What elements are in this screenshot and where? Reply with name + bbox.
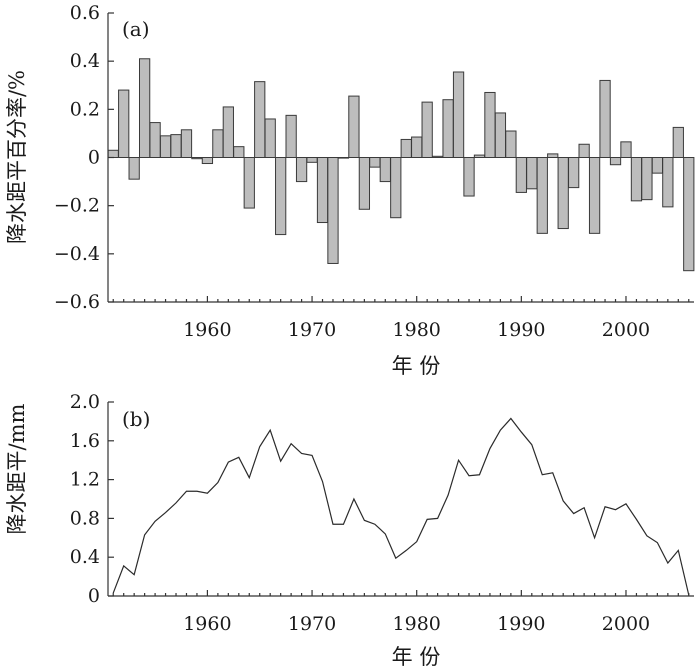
bar-1978 — [390, 157, 402, 219]
series-line — [112, 417, 690, 596]
bar-1992 — [536, 157, 548, 234]
bar-1954 — [139, 58, 151, 158]
bar-1989 — [505, 130, 517, 158]
y-axis-title: 降水距平/mm — [5, 403, 29, 534]
bar-1980 — [411, 136, 423, 158]
bar-2000 — [620, 141, 632, 159]
y-tick-label: 0.6 — [70, 2, 100, 24]
bar-1977 — [379, 157, 391, 183]
y-tick-label: 0 — [88, 147, 100, 169]
bar-1999 — [609, 157, 622, 166]
x-tick-label: 1970 — [288, 613, 336, 635]
bar-1991 — [526, 157, 538, 190]
y-tick-label: 0.8 — [70, 507, 100, 529]
bar-1963 — [233, 146, 245, 159]
bar-1974 — [348, 95, 360, 158]
x-tick-label: 2000 — [602, 613, 650, 635]
bar-2004 — [662, 157, 674, 208]
x-tick-label: 1990 — [497, 613, 545, 635]
bar-1985 — [463, 157, 475, 197]
bar-1962 — [222, 106, 234, 158]
panel-label: (b) — [122, 407, 150, 431]
bar-1967 — [275, 157, 287, 236]
y-tick-label: 0.4 — [70, 50, 100, 72]
bar-1994 — [557, 157, 569, 230]
bar-1966 — [264, 118, 276, 158]
bar-1964 — [243, 157, 255, 209]
x-tick-label: 1990 — [497, 319, 545, 341]
bar-1984 — [452, 71, 465, 158]
bar-1976 — [369, 157, 381, 168]
x-tick-label: 2000 — [602, 319, 650, 341]
bar-1965 — [254, 81, 266, 158]
y-tick-label: 0.4 — [70, 546, 100, 568]
y-tick-label: −0.4 — [54, 243, 100, 265]
bar-1968 — [285, 114, 297, 158]
bar-1971 — [316, 157, 329, 224]
bar-1959 — [191, 157, 203, 160]
y-axis-title: 降水距平百分率/% — [5, 70, 29, 244]
bar-1960 — [201, 157, 214, 165]
bar-1996 — [578, 143, 590, 158]
bar-1982 — [432, 155, 444, 159]
x-tick-label: 1980 — [393, 319, 441, 341]
bar-1998 — [599, 79, 611, 158]
bar-1987 — [484, 91, 496, 158]
bar-2001 — [630, 157, 643, 202]
bar-1981 — [421, 101, 433, 158]
bar-1997 — [588, 157, 601, 234]
bar-1957 — [170, 134, 182, 158]
y-tick-label: 2.0 — [70, 391, 100, 413]
bar-1953 — [128, 157, 140, 180]
bar-1973 — [337, 157, 350, 159]
bar-2005 — [672, 126, 684, 159]
panel-label: (a) — [122, 17, 150, 41]
bar-2003 — [651, 157, 664, 174]
bar-1951 — [107, 149, 119, 158]
bar-2006 — [683, 157, 695, 272]
panel-b: 0 0.4 0.8 1.2 1.6 2.0 1960 1970 1980 1990 2000 年 份 降… — [5, 391, 694, 669]
y-tick-label: 1.6 — [70, 430, 100, 452]
x-tick-label: 1980 — [393, 613, 441, 635]
bar-1986 — [473, 154, 486, 158]
bar-1956 — [159, 135, 172, 159]
bar-1979 — [400, 138, 412, 159]
bar-1993 — [547, 153, 559, 158]
y-tick-label: −0.2 — [54, 195, 100, 217]
x-tick-label: 1960 — [183, 319, 231, 341]
bar-1975 — [358, 157, 371, 210]
bar-1952 — [118, 89, 130, 158]
bar-1983 — [442, 99, 454, 158]
x-axis-title: 年 份 — [392, 354, 441, 378]
y-tick-label: −0.6 — [54, 291, 100, 313]
bar-1972 — [327, 157, 339, 264]
bar-1961 — [212, 129, 224, 159]
bar-1990 — [515, 157, 527, 193]
bar-1969 — [295, 157, 308, 183]
x-axis-title: 年 份 — [392, 645, 441, 669]
bar-1970 — [306, 157, 318, 163]
panel-a: −0.6 −0.4 −0.2 0 0.2 0.4 0.6 1960 1970 1980 1990 20… — [5, 2, 695, 378]
bar-1955 — [149, 122, 161, 158]
y-tick-label: 0.2 — [70, 98, 100, 120]
bar-1958 — [180, 129, 193, 159]
bar-2002 — [641, 157, 653, 201]
bar-1988 — [494, 112, 507, 158]
y-tick-label: 0 — [88, 585, 100, 607]
y-tick-label: 1.2 — [70, 469, 100, 491]
x-tick-label: 1960 — [183, 613, 231, 635]
bar-1995 — [568, 157, 580, 189]
x-tick-label: 1970 — [288, 319, 336, 341]
